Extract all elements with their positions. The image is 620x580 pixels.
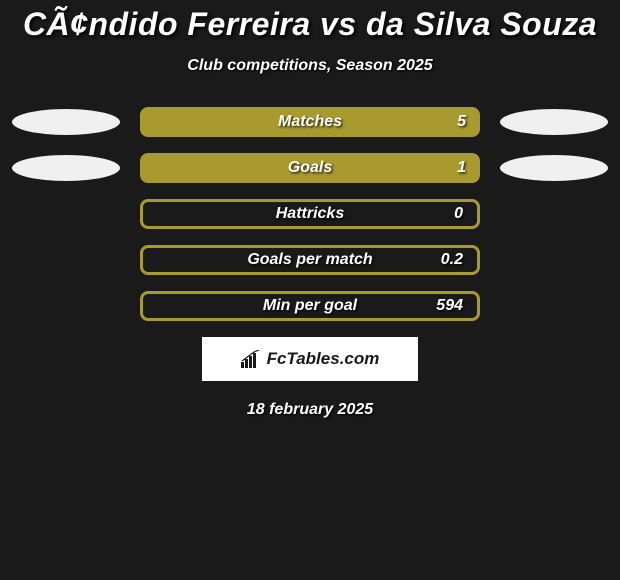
brand-badge[interactable]: FcTables.com — [202, 337, 418, 381]
subtitle: Club competitions, Season 2025 — [0, 57, 620, 75]
brand-label: FcTables.com — [267, 349, 380, 369]
stat-label: Goals — [288, 159, 332, 177]
stat-bar: Hattricks 0 — [140, 199, 480, 229]
stat-bar: Min per goal 594 — [140, 291, 480, 321]
stat-value: 1 — [457, 159, 466, 177]
stat-row: Goals per match 0.2 — [0, 245, 620, 275]
stat-bar: Goals per match 0.2 — [140, 245, 480, 275]
stat-value: 0 — [454, 205, 463, 223]
stat-label: Hattricks — [276, 205, 344, 223]
stat-bar: Matches 5 — [140, 107, 480, 137]
stat-label: Min per goal — [263, 297, 357, 315]
date-line: 18 february 2025 — [0, 401, 620, 419]
stat-label: Matches — [278, 113, 342, 131]
player-left-marker — [12, 109, 120, 135]
page-title: CÃ¢ndido Ferreira vs da Silva Souza — [0, 6, 620, 43]
stat-row: Hattricks 0 — [0, 199, 620, 229]
comparison-card: CÃ¢ndido Ferreira vs da Silva Souza Club… — [0, 0, 620, 419]
stat-label: Goals per match — [247, 251, 372, 269]
stat-value: 0.2 — [441, 251, 463, 269]
stat-rows: Matches 5 Goals 1 Hattricks 0 Goals per match 0… — [0, 107, 620, 321]
stat-row: Min per goal 594 — [0, 291, 620, 321]
stat-bar: Goals 1 — [140, 153, 480, 183]
stat-row: Matches 5 — [0, 107, 620, 137]
player-left-marker — [12, 155, 120, 181]
bar-chart-icon — [241, 350, 261, 368]
stat-value: 5 — [457, 113, 466, 131]
player-right-marker — [500, 109, 608, 135]
stat-value: 594 — [436, 297, 463, 315]
stat-row: Goals 1 — [0, 153, 620, 183]
player-right-marker — [500, 155, 608, 181]
